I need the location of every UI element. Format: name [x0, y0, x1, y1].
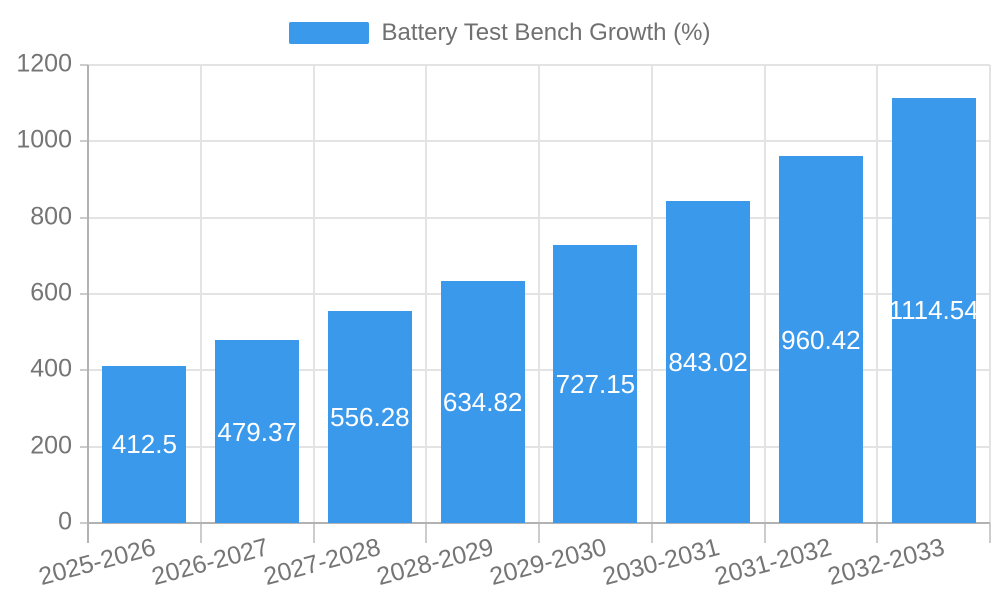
bar[interactable]	[440, 280, 525, 523]
x-axis-tick	[538, 523, 540, 543]
y-axis-tick	[80, 140, 88, 143]
x-axis-category-label: 2032-2033	[824, 533, 948, 592]
x-axis-category-label: 2025-2026	[35, 533, 159, 592]
x-axis-tick	[425, 523, 428, 543]
x-axis-line	[88, 522, 990, 524]
x-axis-tick	[989, 523, 991, 543]
y-axis-tick-label: 600	[30, 278, 72, 307]
bar[interactable]	[102, 365, 187, 523]
y-axis-tick	[80, 369, 88, 372]
x-axis-category-label: 2031-2032	[712, 533, 835, 592]
y-axis-tick-label: 400	[30, 354, 72, 383]
gridline-vertical	[650, 65, 653, 523]
x-axis-tick	[650, 523, 653, 543]
x-axis-category-label: 2026-2027	[148, 533, 272, 592]
gridline-vertical	[312, 65, 315, 523]
x-axis-tick	[199, 523, 202, 543]
y-axis-tick	[80, 445, 88, 448]
bar[interactable]	[778, 156, 863, 523]
x-axis-tick	[312, 523, 315, 543]
y-axis-tick-label: 1200	[16, 49, 72, 78]
gridline-vertical	[876, 65, 879, 523]
y-axis-tick	[80, 522, 88, 524]
y-axis-tick	[80, 293, 88, 295]
y-axis-tick-label: 200	[30, 431, 72, 460]
gridline-vertical	[425, 65, 428, 523]
y-axis-line	[87, 65, 89, 543]
y-axis-tick-label: 1000	[16, 125, 72, 154]
bar[interactable]	[666, 201, 751, 523]
bar-value-label: 1114.54	[888, 295, 979, 326]
bar-value-label: 556.28	[330, 401, 410, 432]
bar[interactable]	[553, 245, 638, 523]
bar[interactable]	[891, 97, 976, 523]
x-axis-category-label: 2030-2031	[599, 533, 723, 592]
bar[interactable]	[327, 310, 412, 523]
legend[interactable]: Battery Test Bench Growth (%)	[0, 20, 1000, 46]
bar[interactable]	[215, 340, 300, 523]
x-axis-tick	[876, 523, 879, 543]
bar-value-label: 412.5	[111, 429, 177, 460]
legend-series-swatch	[289, 22, 370, 44]
gridline-vertical	[763, 65, 766, 523]
x-axis-tick	[763, 523, 766, 543]
bar-value-label: 843.02	[668, 347, 748, 378]
gridline-vertical	[989, 65, 991, 523]
y-axis-tick-label: 800	[30, 202, 72, 231]
x-axis-category-label: 2027-2028	[261, 533, 384, 592]
legend-series-label: Battery Test Bench Growth (%)	[381, 19, 711, 46]
gridline-vertical	[199, 65, 202, 523]
y-axis-tick	[80, 216, 88, 219]
bar-value-label: 960.42	[781, 324, 861, 355]
y-axis-tick	[80, 64, 88, 66]
bar-value-label: 479.37	[217, 416, 297, 447]
bar-value-label: 727.15	[555, 369, 636, 400]
x-axis-category-label: 2028-2029	[373, 533, 497, 592]
gridline-vertical	[538, 65, 540, 523]
x-axis-category-label: 2029-2030	[486, 533, 610, 592]
bar-value-label: 634.82	[442, 386, 523, 417]
y-axis-tick-label: 0	[58, 507, 72, 536]
